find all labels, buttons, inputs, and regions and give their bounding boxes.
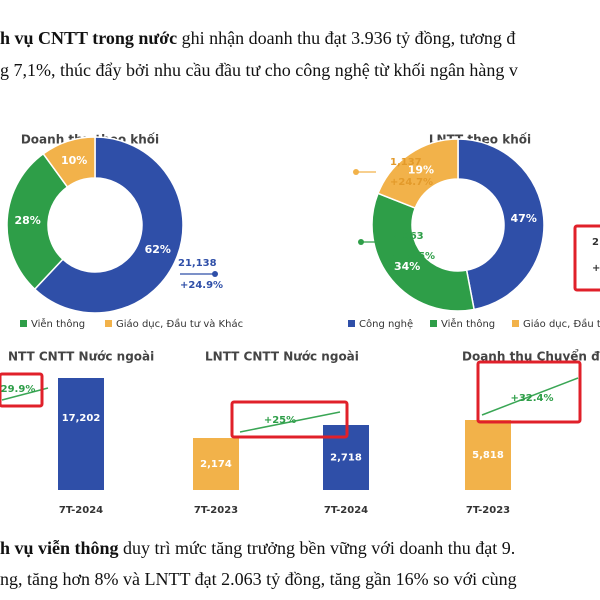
annotation: 2 <box>592 237 599 248</box>
text: g 7,1%, thúc đẩy bởi nhu cầu đầu tư cho … <box>0 60 518 80</box>
donut-segment <box>33 136 184 314</box>
legend-swatch <box>348 320 355 327</box>
annotation: 1,137 <box>390 157 422 168</box>
paragraph-line: h vụ CNTT trong nước ghi nhận doanh thu … <box>0 28 600 49</box>
legend-label: Công nghệ <box>359 318 413 330</box>
segment-label: 10% <box>61 154 87 167</box>
text: ghi nhận doanh thu đạt 3.936 tỷ đồng, tư… <box>177 28 516 48</box>
growth-annotation: 29.9% <box>1 384 36 395</box>
text: duy trì mức tăng trưởng bền vững với doa… <box>118 538 516 558</box>
annotation: +15.5% <box>392 251 435 262</box>
chart-title: LNTT CNTT Nước ngoài <box>205 350 359 364</box>
segment-label: 47% <box>511 212 537 225</box>
bar-value-label: 5,818 <box>472 450 504 461</box>
segment-label: 28% <box>14 214 40 227</box>
segment-label: 34% <box>394 260 420 273</box>
annotation: +24.9% <box>180 280 223 291</box>
legend-label: Giáo dục, Đầu tư và Khác <box>116 318 243 330</box>
donut-segment <box>6 152 69 291</box>
legend-swatch <box>105 320 112 327</box>
bar <box>193 438 239 490</box>
highlight-box <box>230 400 349 439</box>
text: ng, tăng hơn 8% và LNTT đạt 2.063 tỷ đồn… <box>0 569 517 589</box>
trend-arrow <box>239 411 341 433</box>
annotation: 21,138 <box>178 258 217 269</box>
x-tick-label: 7T-2024 <box>59 505 103 516</box>
legend-label: Viễn thông <box>31 317 85 330</box>
x-tick-label: 7T-2023 <box>466 505 510 516</box>
bar-value-label: 17,202 <box>62 413 101 424</box>
growth-annotation: +32.4% <box>510 393 553 404</box>
paragraph-line: h vụ viễn thông duy trì mức tăng trưởng … <box>0 538 600 559</box>
legend-swatch <box>20 320 27 327</box>
highlight-box <box>0 372 44 408</box>
donut-segment <box>371 192 475 312</box>
x-tick-label: 7T-2023 <box>194 505 238 516</box>
segment-label: 19% <box>408 163 434 176</box>
annotation: +24.7% <box>390 177 433 188</box>
leader-dot <box>353 169 359 175</box>
chart-title: NTT CNTT Nước ngoài <box>8 350 154 364</box>
chart-title: Doanh thu Chuyển đ <box>462 349 600 364</box>
bar-value-label: 2,718 <box>330 453 362 464</box>
annotation: 2,063 <box>392 231 424 242</box>
x-tick-label: 7T-2024 <box>324 505 368 516</box>
legend-swatch <box>430 320 437 327</box>
growth-annotation: +25% <box>264 415 296 426</box>
donut-segment <box>377 138 459 210</box>
highlight-box <box>476 360 582 424</box>
paragraph-line: g 7,1%, thúc đẩy bởi nhu cầu đầu tư cho … <box>0 60 600 81</box>
legend-label: Viễn thông <box>441 317 495 330</box>
trend-arrow <box>481 377 579 416</box>
bar <box>58 378 104 490</box>
leader-dot <box>358 239 364 245</box>
highlight-box <box>573 224 600 292</box>
segment-label: 62% <box>145 243 171 256</box>
paragraph-line: ng, tăng hơn 8% và LNTT đạt 2.063 tỷ đồn… <box>0 569 600 590</box>
trend-arrow <box>1 387 49 401</box>
bold-text: h vụ CNTT trong nước <box>0 28 178 48</box>
donut-segment <box>457 138 545 311</box>
bar <box>465 420 511 490</box>
legend-label: Giáo dục, Đầu t <box>523 318 600 330</box>
donut-segment <box>42 136 96 189</box>
leader-dot <box>212 271 218 277</box>
bar-value-label: 2,174 <box>200 459 232 470</box>
annotation: +2 <box>592 263 600 274</box>
legend-swatch <box>512 320 519 327</box>
bold-text: h vụ viễn thông <box>0 538 119 558</box>
